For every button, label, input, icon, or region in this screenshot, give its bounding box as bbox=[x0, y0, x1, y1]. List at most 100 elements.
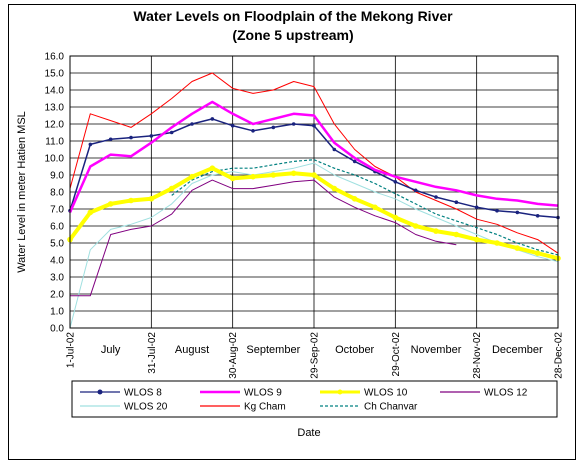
y-tick-label: 1.0 bbox=[50, 307, 64, 318]
x-tick-label: 31-Jul-02 bbox=[147, 332, 158, 374]
series-line-ch-chanvar bbox=[171, 159, 559, 256]
month-label: October bbox=[335, 344, 374, 356]
data-point bbox=[433, 228, 439, 234]
y-tick-label: 5.0 bbox=[50, 239, 64, 250]
data-point bbox=[271, 125, 276, 130]
month-label: November bbox=[411, 344, 462, 356]
plot-border bbox=[69, 55, 559, 329]
data-point bbox=[87, 209, 94, 216]
series-line-wlos-9 bbox=[68, 100, 559, 213]
x-tick-label: 28-Dec-02 bbox=[554, 332, 565, 379]
x-tick-labels: 1-Jul-02 31-Jul-02 30-Aug-02 29-Sep-02 29-Oc… bbox=[66, 332, 565, 379]
x-tick-label: 29-Oct-02 bbox=[391, 332, 402, 377]
data-point bbox=[210, 117, 215, 121]
data-point bbox=[495, 208, 499, 213]
data-point bbox=[148, 196, 155, 202]
data-point bbox=[392, 214, 399, 221]
month-label: September bbox=[246, 344, 300, 356]
x-tick-label: 30-Aug-02 bbox=[228, 332, 239, 379]
data-point bbox=[515, 210, 520, 215]
legend-label: WLOS 8 bbox=[124, 388, 162, 399]
data-point bbox=[413, 188, 418, 193]
y-tick-label: 2.0 bbox=[50, 290, 64, 301]
month-label: July bbox=[101, 344, 121, 356]
data-point bbox=[169, 130, 174, 135]
data-point bbox=[311, 172, 317, 178]
data-point bbox=[168, 185, 175, 192]
y-axis-label: Water Level in meter Hatien MSL bbox=[16, 111, 28, 273]
series-line-wlos-20 bbox=[69, 162, 559, 329]
data-point bbox=[473, 236, 480, 243]
legend-label: Kg Cham bbox=[244, 402, 286, 413]
data-point bbox=[331, 185, 338, 192]
data-point bbox=[534, 250, 541, 256]
grid-lines bbox=[69, 55, 559, 329]
legend-label: WLOS 10 bbox=[364, 388, 408, 399]
data-point bbox=[352, 159, 357, 164]
data-point bbox=[250, 173, 256, 180]
month-labels: July August September October November Decemb… bbox=[101, 344, 543, 356]
legend-label: WLOS 12 bbox=[484, 388, 528, 399]
data-point bbox=[290, 170, 297, 177]
y-tick-label: 16.0 bbox=[45, 52, 65, 63]
y-tick-label: 9.0 bbox=[50, 171, 64, 182]
data-point bbox=[514, 245, 521, 251]
data-point bbox=[230, 123, 235, 128]
legend: WLOS 8 WLOS 9 WLOS 10 WLOS 12 WLOS 20 Kg Cham… bbox=[71, 380, 558, 418]
x-tick-label: 1-Jul-02 bbox=[66, 332, 77, 369]
x-axis-label: Date bbox=[297, 427, 320, 439]
data-point bbox=[474, 205, 479, 210]
data-point bbox=[128, 197, 134, 204]
x-tick-label: 29-Sep-02 bbox=[310, 332, 321, 379]
data-point bbox=[108, 137, 113, 142]
data-point bbox=[149, 134, 154, 138]
data-point bbox=[129, 135, 133, 140]
legend-label: Ch Chanvar bbox=[364, 402, 418, 413]
data-point bbox=[372, 204, 378, 211]
data-point bbox=[312, 123, 316, 128]
y-tick-label: 8.0 bbox=[50, 188, 64, 199]
month-label: August bbox=[175, 344, 209, 356]
legend-label: WLOS 9 bbox=[244, 388, 282, 399]
series-line-wlos-12 bbox=[70, 179, 457, 297]
y-tick-label: 14.0 bbox=[45, 86, 65, 97]
data-point bbox=[351, 196, 358, 202]
data-point bbox=[291, 122, 296, 126]
data-point bbox=[535, 214, 540, 218]
y-tick-label: 6.0 bbox=[50, 222, 64, 233]
legend-box bbox=[71, 380, 558, 418]
legend-marker bbox=[337, 389, 343, 395]
data-point bbox=[454, 200, 459, 204]
legend-label: WLOS 20 bbox=[124, 402, 168, 413]
data-point bbox=[88, 142, 93, 147]
data-point bbox=[494, 240, 500, 246]
data-point bbox=[229, 175, 236, 182]
x-tick-label: 28-Nov-02 bbox=[472, 332, 483, 379]
y-tick-label: 7.0 bbox=[50, 205, 64, 216]
chart-title: Water Levels on Floodplain of the Mekong… bbox=[133, 8, 453, 24]
data-point bbox=[270, 172, 277, 178]
data-point bbox=[393, 180, 398, 184]
month-label: December bbox=[492, 344, 543, 356]
data-point bbox=[412, 223, 419, 229]
y-tick-label: 0.0 bbox=[50, 324, 64, 335]
y-tick-labels: 0.0 1.0 2.0 3.0 4.0 5.0 6.0 7.0 8.0 9.0 10.0 11.0 12… bbox=[45, 52, 65, 335]
legend-marker bbox=[97, 389, 103, 395]
data-point bbox=[189, 173, 195, 180]
y-tick-label: 10.0 bbox=[45, 154, 65, 165]
data-point bbox=[453, 231, 460, 238]
data-point bbox=[251, 129, 255, 133]
y-tick-label: 11.0 bbox=[45, 137, 64, 148]
data-point bbox=[209, 165, 216, 171]
y-tick-label: 15.0 bbox=[45, 69, 65, 80]
data-point bbox=[107, 201, 114, 207]
series-line-kg-cham bbox=[69, 72, 559, 254]
series-lines bbox=[67, 72, 561, 329]
y-tick-label: 3.0 bbox=[50, 273, 64, 284]
data-point bbox=[332, 147, 337, 152]
data-point bbox=[190, 122, 194, 126]
y-tick-label: 13.0 bbox=[45, 103, 65, 114]
data-point bbox=[434, 195, 438, 199]
chart-subtitle: (Zone 5 upstream) bbox=[232, 27, 354, 43]
